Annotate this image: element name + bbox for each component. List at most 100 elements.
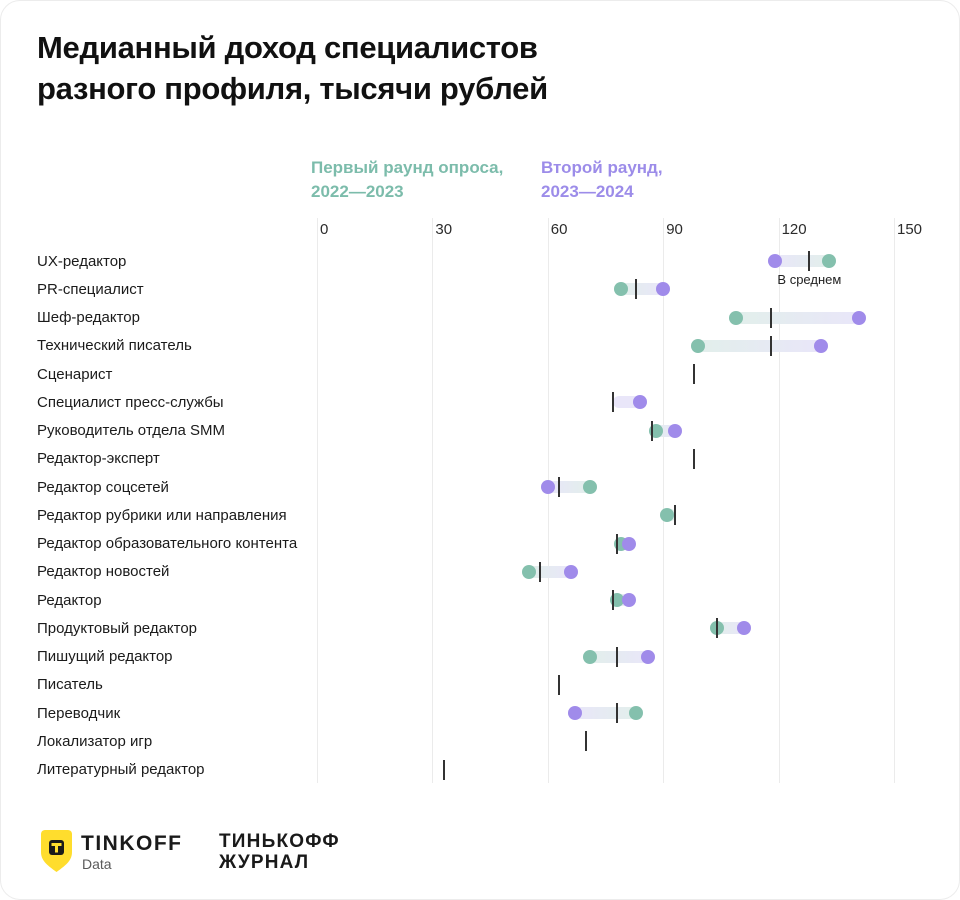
row-label: PR-специалист	[37, 280, 144, 298]
average-annotation: В среднем	[777, 272, 842, 288]
row-label: Литературный редактор	[37, 761, 205, 779]
round1-dot	[821, 254, 836, 269]
x-axis-tick-label: 120	[781, 221, 807, 238]
tinkoff-journal-wordmark: ТИНЬКОФФ ЖУРНАЛ	[219, 831, 340, 873]
round1-dot	[660, 508, 675, 523]
row-label: Редактор соцсетей	[37, 478, 169, 496]
chart-row	[317, 332, 894, 360]
average-tick	[539, 561, 542, 582]
average-tick	[769, 307, 772, 328]
round2-dot	[852, 310, 867, 325]
legend-round1: Первый раунд опроса, 2022—2023	[311, 156, 503, 204]
average-tick	[808, 251, 811, 272]
round1-dot	[729, 310, 744, 325]
chart-row	[317, 558, 894, 586]
gridline	[778, 218, 780, 783]
range-band	[574, 707, 637, 720]
title-line-2: разного профиля, тысячи рублей	[37, 71, 548, 106]
row-label: Редактор-эксперт	[37, 450, 160, 468]
row-label: Продуктовый редактор	[37, 619, 198, 637]
chart-row	[317, 643, 894, 671]
tinkoff-shield-icon	[41, 830, 72, 872]
average-tick	[612, 590, 615, 611]
row-label: Переводчик	[37, 704, 121, 722]
round2-dot	[567, 706, 582, 721]
chart-row: В среднем	[317, 247, 894, 287]
chart-row	[317, 473, 894, 501]
chart-row	[317, 417, 894, 445]
row-label: Редактор	[37, 591, 102, 609]
chart-row	[317, 275, 894, 303]
row-label: Писатель	[37, 676, 103, 694]
legend-round2-line1: Второй раунд,	[541, 158, 663, 177]
chart-row	[317, 671, 894, 699]
x-axis: 0 30 60 90 120 150	[317, 221, 922, 241]
row-label: Пишущий редактор	[37, 648, 173, 666]
row-label: Локализатор игр	[37, 732, 153, 750]
tj-line-1: ТИНЬКОФФ	[219, 831, 340, 852]
legend-round1-line1: Первый раунд опроса,	[311, 158, 504, 177]
average-tick	[558, 674, 561, 695]
range-band	[774, 255, 829, 268]
page-title: Медианный доход специалистов разного про…	[37, 27, 548, 109]
tj-line-2: ЖУРНАЛ	[219, 852, 310, 873]
chart-row	[317, 388, 894, 416]
average-tick	[585, 731, 588, 752]
average-tick	[558, 477, 561, 498]
round2-dot	[621, 536, 636, 551]
range-band	[697, 339, 821, 352]
chart-row	[317, 699, 894, 727]
row-label: Редактор образовательного контента	[37, 535, 298, 553]
gridline	[894, 218, 895, 783]
range-band	[736, 311, 860, 324]
row-label: Руководитель отдела SMM	[37, 422, 226, 440]
plot-area: В среднем	[317, 247, 894, 784]
round2-dot	[563, 564, 578, 579]
row-label: Редактор новостей	[37, 563, 170, 581]
average-tick	[692, 448, 695, 469]
x-axis-tick-label: 90	[666, 221, 683, 238]
average-tick	[442, 759, 445, 780]
tinkoff-wordmark: TINKOFF	[81, 832, 183, 855]
chart-row	[317, 530, 894, 558]
legend-round1-line2: 2022—2023	[311, 182, 404, 201]
round1-dot	[613, 282, 628, 297]
round2-dot	[667, 423, 682, 438]
average-tick	[616, 703, 619, 724]
round2-dot	[813, 338, 828, 353]
average-tick	[673, 505, 676, 526]
range-band	[590, 650, 648, 663]
round1-dot	[690, 338, 705, 353]
category-labels: UX-редактор PR-специалист Шеф-редактор Техн…	[37, 247, 313, 784]
chart-row	[317, 445, 894, 473]
chart-row	[317, 360, 894, 388]
average-tick	[616, 533, 619, 554]
chart-row	[317, 614, 894, 642]
gridline	[432, 218, 434, 783]
row-label: UX-редактор	[37, 252, 127, 270]
average-tick	[650, 420, 653, 441]
range-band	[620, 283, 664, 296]
round1-dot	[521, 564, 536, 579]
x-axis-tick-label: 0	[320, 221, 329, 238]
round1-dot	[583, 649, 598, 664]
legend-round2-line2: 2023—2024	[541, 182, 634, 201]
chart-row	[317, 756, 894, 784]
row-label: Шеф-редактор	[37, 309, 140, 327]
round1-dot	[629, 706, 644, 721]
average-tick	[635, 279, 638, 300]
round2-dot	[540, 480, 555, 495]
tinkoff-data-label: Data	[82, 856, 112, 872]
average-tick	[616, 646, 619, 667]
average-tick	[716, 618, 719, 639]
gridline	[547, 218, 549, 783]
x-axis-tick-label: 30	[435, 221, 453, 238]
round2-dot	[621, 593, 636, 608]
x-axis-tick-label: 60	[550, 221, 568, 238]
round2-dot	[656, 282, 671, 297]
row-label: Редактор рубрики или направления	[37, 506, 287, 524]
average-tick	[769, 335, 772, 356]
chart-row	[317, 727, 894, 755]
legend-round2: Второй раунд, 2023—2024	[541, 156, 663, 204]
